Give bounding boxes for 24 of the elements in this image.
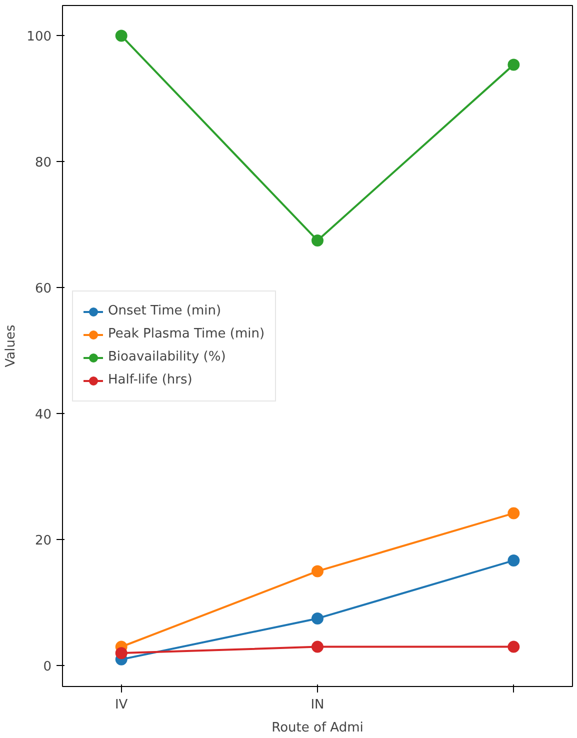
point [312, 234, 324, 246]
x-tick-label: IV [114, 698, 128, 712]
y-tick-label: 60 [34, 282, 52, 297]
y-tick-label: 100 [26, 30, 52, 45]
point [508, 554, 520, 566]
legend-label: Bioavailability (%) [108, 350, 226, 364]
legend-label: Half-life (hrs) [108, 372, 192, 388]
x-axis-title: Route of Admi [272, 720, 364, 736]
y-tick-label: 40 [34, 408, 52, 423]
y-tick-label: 0 [43, 660, 52, 675]
point [312, 565, 324, 578]
point [115, 647, 128, 660]
point [508, 640, 520, 653]
legend-label: Onset Time (min) [108, 304, 222, 318]
point [508, 58, 520, 71]
point [115, 30, 128, 42]
y-tick-label: 20 [34, 534, 52, 549]
y-tick-label: 80 [34, 156, 52, 171]
point [312, 640, 324, 653]
legend-label: Peak Plasma Time (min) [108, 326, 265, 342]
point [508, 507, 520, 520]
y-axis-title: Values [4, 324, 19, 368]
x-tick-label: IN [310, 698, 324, 712]
point [312, 612, 324, 624]
